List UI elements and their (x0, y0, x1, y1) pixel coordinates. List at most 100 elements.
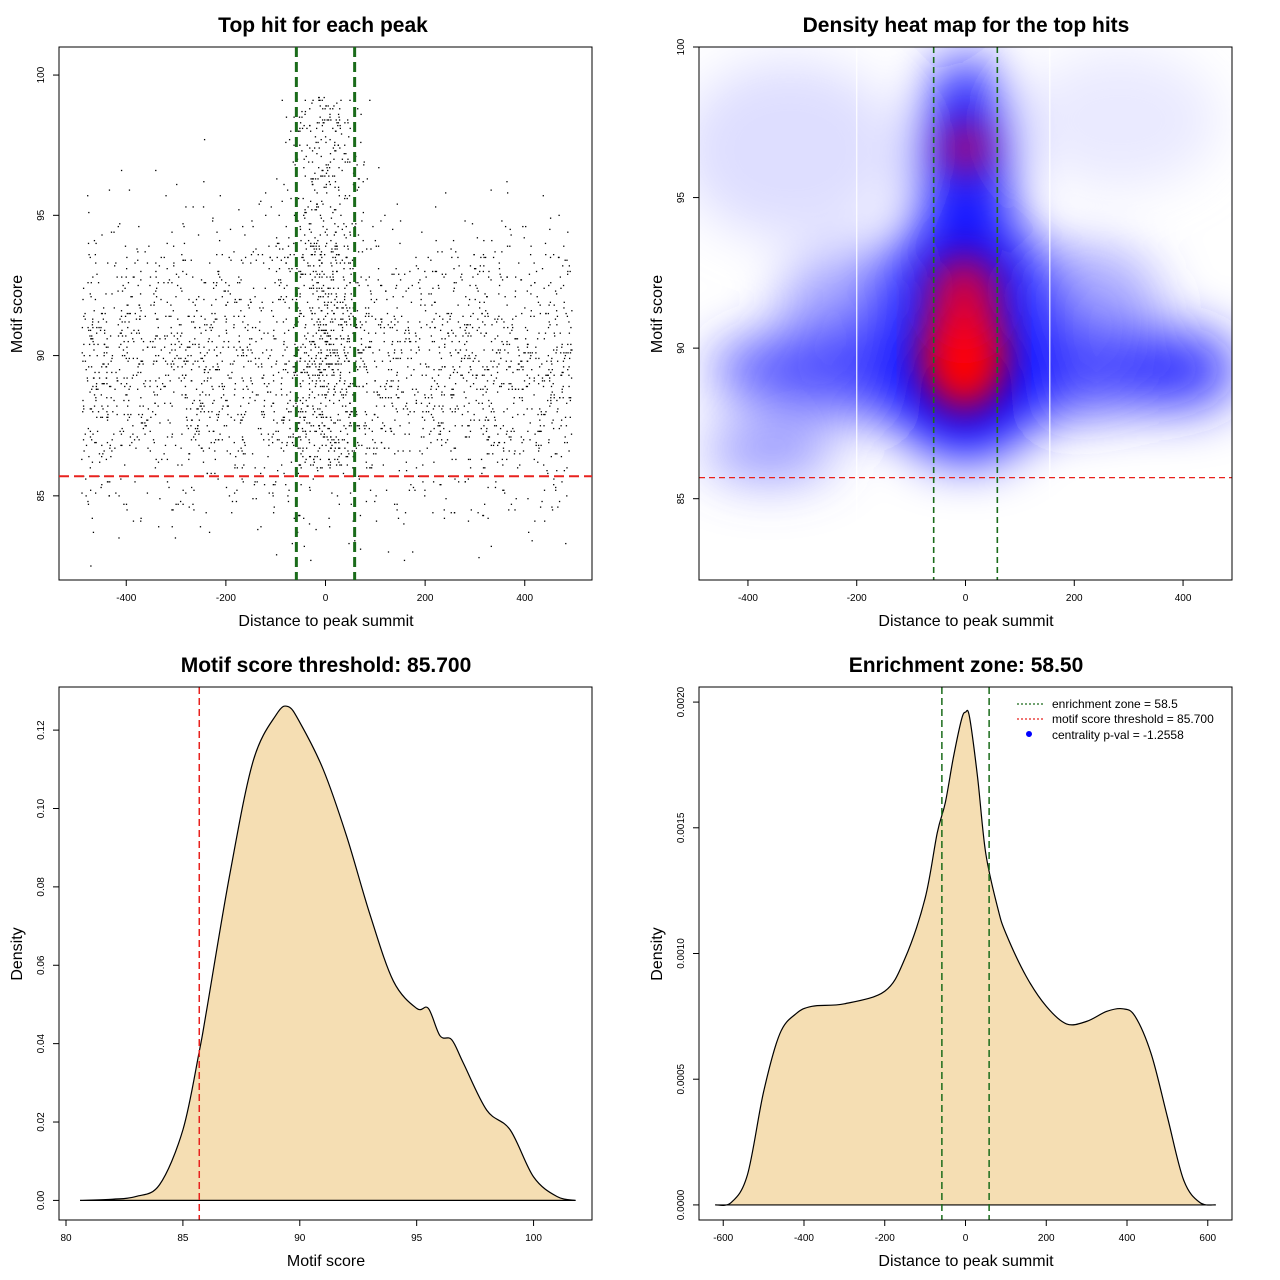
scatter-point (316, 374, 319, 376)
scatter-point (106, 416, 108, 418)
scatter-point (310, 349, 312, 351)
scatter-point (255, 394, 258, 396)
scatter-point (305, 324, 307, 326)
scatter-point (242, 225, 244, 228)
scatter-point (406, 402, 408, 404)
scatter-point (329, 108, 331, 110)
scatter-point (109, 444, 111, 447)
scatter-point (488, 270, 490, 273)
scatter-point (317, 369, 319, 371)
scatter-point (238, 209, 240, 211)
scatter-point (297, 447, 299, 449)
scatter-point (424, 363, 427, 365)
scatter-point (173, 265, 175, 267)
scatter-point (501, 340, 503, 343)
scatter-point (257, 528, 259, 531)
scatter-point (330, 447, 332, 449)
scatter-point (257, 253, 259, 256)
scatter-point (392, 405, 394, 407)
scatter-point (561, 371, 563, 374)
scatter-point (537, 301, 540, 303)
scatter-point (242, 388, 244, 390)
scatter-point (358, 385, 360, 388)
scatter-point (339, 301, 341, 303)
scatter-point (440, 422, 442, 424)
scatter-point (201, 357, 204, 360)
scatter-point (307, 239, 310, 242)
scatter-point (336, 458, 339, 461)
distance-density-x-tick-label: 0 (963, 1233, 969, 1244)
scatter-point (494, 486, 497, 489)
scatter-point (125, 357, 127, 360)
scatter-point (322, 175, 324, 177)
scatter-point (215, 284, 217, 287)
scatter-point (349, 402, 351, 404)
scatter-point (233, 315, 235, 318)
scatter-point (347, 158, 349, 160)
scatter-point (181, 433, 183, 435)
scatter-point (267, 357, 270, 360)
scatter-point (92, 377, 95, 379)
scatter-point (227, 374, 229, 376)
scatter-point (535, 357, 537, 360)
scatter-point (368, 315, 370, 318)
scatter-point (95, 385, 97, 388)
scatter-point (325, 357, 327, 360)
scatter-point (173, 369, 175, 371)
scatter-point (452, 332, 454, 334)
scatter-point (398, 273, 400, 275)
scatter-point (484, 385, 486, 388)
scatter-point (324, 357, 327, 360)
scatter-point (335, 253, 338, 256)
scatter-point (203, 138, 206, 141)
scatter-point (343, 352, 346, 354)
scatter-point (304, 461, 306, 463)
scatter-point (281, 394, 283, 396)
scatter-point (500, 357, 502, 360)
scatter-point (449, 408, 452, 410)
scatter-point (454, 408, 457, 410)
scatter-point (142, 340, 145, 343)
scatter-point (224, 315, 226, 318)
scatter-point (367, 284, 369, 287)
scatter-point (242, 397, 245, 399)
scatter-point (147, 346, 149, 348)
scatter-point (245, 354, 248, 357)
scatter-point (352, 467, 354, 469)
scatter-point (323, 433, 326, 435)
scatter-point (358, 178, 360, 180)
scatter-point (113, 399, 115, 402)
scatter-point (466, 324, 468, 326)
scatter-point (380, 284, 382, 287)
scatter-point (473, 419, 475, 421)
scatter-point (154, 413, 157, 416)
scatter-point (338, 461, 340, 463)
scatter-point (303, 167, 305, 169)
scatter-point (420, 436, 423, 438)
scatter-point (324, 332, 326, 334)
scatter-point (401, 391, 403, 393)
scatter-point (95, 242, 97, 245)
scatter-point (282, 354, 284, 357)
scatter-point (300, 467, 302, 469)
scatter-point (120, 383, 122, 385)
scatter-point (326, 304, 328, 306)
scatter-point (125, 268, 128, 270)
scatter-point (132, 520, 135, 522)
scatter-point (455, 349, 457, 351)
scatter-point (415, 388, 417, 390)
scatter-point (346, 307, 348, 309)
scatter-point (261, 253, 264, 256)
scatter-point (467, 478, 470, 480)
scatter-point (317, 206, 320, 208)
scatter-point (263, 399, 266, 402)
scatter-point (299, 130, 301, 132)
scatter-point (341, 388, 343, 390)
scatter-point (184, 394, 187, 396)
scatter-point (549, 217, 552, 219)
scatter-point (384, 214, 386, 217)
scatter-point (163, 453, 165, 455)
scatter-point (103, 343, 106, 346)
scatter-point (279, 279, 282, 281)
